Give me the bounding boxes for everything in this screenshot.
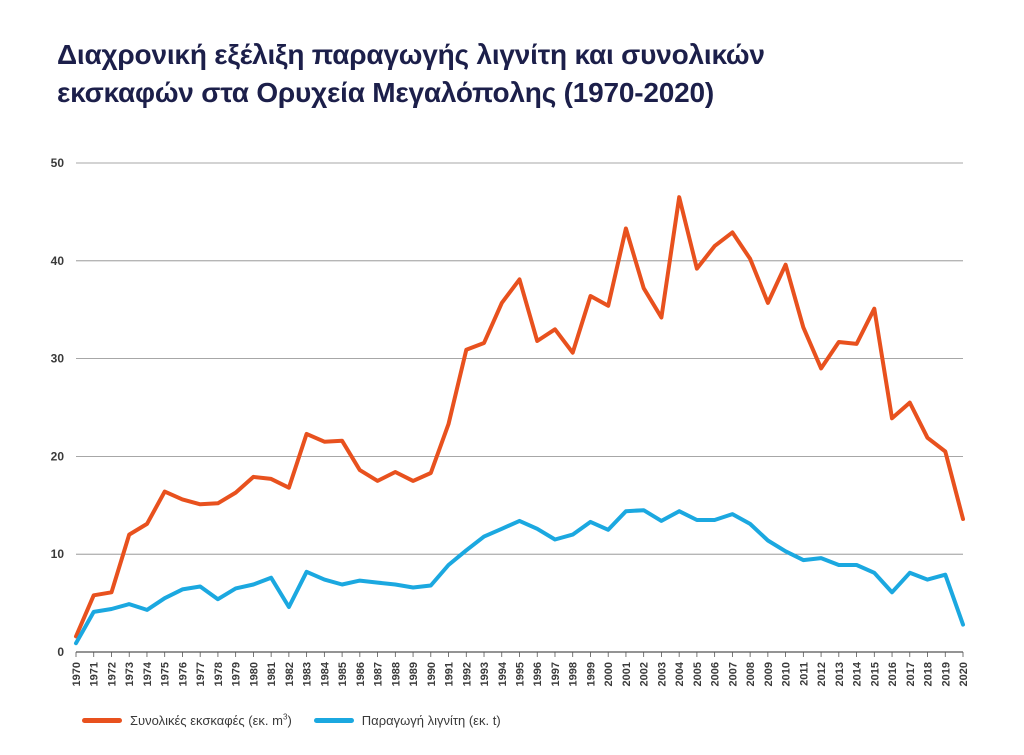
x-tick-label-1994: 1994: [497, 661, 509, 686]
chart-title-line-2: εκσκαφών στα Ορυχεία Μεγαλόπολης (1970-2…: [57, 77, 714, 108]
x-tick-label-1972: 1972: [106, 662, 118, 686]
x-tick-label-1988: 1988: [390, 662, 402, 686]
x-tick-label-1970: 1970: [71, 662, 83, 686]
x-tick-label-2008: 2008: [745, 662, 757, 686]
x-tick-label-1984: 1984: [319, 661, 331, 686]
chart-title: Διαχρονική εξέλιξη παραγωγής λιγνίτη και…: [57, 36, 957, 112]
x-tick-label-1986: 1986: [355, 662, 367, 686]
x-tick-label-1973: 1973: [124, 662, 136, 686]
x-tick-label-1978: 1978: [213, 662, 225, 686]
x-tick-label-2019: 2019: [940, 662, 952, 686]
y-tick-label-0: 0: [57, 645, 64, 659]
x-tick-label-1996: 1996: [532, 662, 544, 686]
x-tick-label-1974: 1974: [142, 661, 154, 686]
x-tick-label-2020: 2020: [958, 662, 970, 686]
x-tick-label-1982: 1982: [284, 662, 296, 686]
legend-label-excavations-tail: ): [287, 713, 292, 728]
x-tick-label-1983: 1983: [302, 662, 314, 686]
chart-title-line-1: Διαχρονική εξέλιξη παραγωγής λιγνίτη και…: [57, 39, 765, 70]
x-tick-label-2004: 2004: [674, 661, 686, 686]
x-tick-label-2001: 2001: [621, 662, 633, 686]
x-tick-label-1991: 1991: [444, 662, 456, 686]
series-line-excavations: [74, 195, 965, 639]
x-tick-label-2009: 2009: [763, 662, 775, 686]
legend-swatch-excavations: [82, 718, 122, 723]
x-tick-label-1987: 1987: [373, 662, 385, 686]
x-tick-label-1977: 1977: [195, 662, 207, 686]
y-tick-label-30: 30: [51, 352, 65, 366]
x-tick-label-2015: 2015: [869, 662, 881, 686]
x-tick-label-1990: 1990: [426, 662, 438, 686]
legend-item-production[interactable]: Παραγωγή λιγνίτη (εκ. t): [313, 713, 501, 728]
x-tick-label-2005: 2005: [692, 662, 704, 686]
x-tick-label-1971: 1971: [89, 662, 101, 686]
x-tick-label-2007: 2007: [727, 662, 739, 686]
y-tick-label-10: 10: [51, 547, 65, 561]
legend-label-excavations-sup: 3: [283, 712, 288, 722]
x-tick-label-1992: 1992: [461, 662, 473, 686]
x-tick-label-2000: 2000: [603, 662, 615, 686]
x-tick-label-2011: 2011: [798, 662, 810, 686]
series-line-production: [74, 508, 965, 646]
x-tick-label-1975: 1975: [160, 662, 172, 686]
x-tick-label-2002: 2002: [639, 662, 651, 686]
legend-label-excavations: Συνολικές εκσκαφές (εκ. m3): [130, 713, 292, 728]
x-tick-label-1989: 1989: [408, 662, 420, 686]
x-tick-label-2013: 2013: [834, 662, 846, 686]
x-tick-label-1993: 1993: [479, 662, 491, 686]
x-tick-label-2017: 2017: [905, 662, 917, 686]
y-tick-label-20: 20: [51, 449, 65, 463]
legend-label-production: Παραγωγή λιγνίτη (εκ. t): [361, 713, 501, 728]
x-tick-label-2014: 2014: [852, 661, 864, 686]
y-tick-label-40: 40: [51, 254, 65, 268]
x-tick-label-1985: 1985: [337, 662, 349, 686]
legend-label-excavations-text: Συνολικές εκσκαφές (εκ. m: [130, 713, 283, 728]
x-tick-label-2006: 2006: [710, 662, 722, 686]
x-tick-label-1995: 1995: [515, 662, 527, 686]
x-tick-label-1976: 1976: [177, 662, 189, 686]
legend-swatch-production: [313, 718, 354, 723]
x-tick-label-2003: 2003: [656, 662, 668, 686]
x-tick-label-2018: 2018: [923, 662, 935, 686]
x-tick-label-2016: 2016: [887, 662, 899, 686]
legend-item-excavations[interactable]: Συνολικές εκσκαφές (εκ. m3): [82, 713, 292, 728]
y-tick-label-50: 50: [51, 156, 65, 170]
x-tick-label-2010: 2010: [781, 662, 793, 686]
x-tick-label-1997: 1997: [550, 662, 562, 686]
legend: Συνολικές εκσκαφές (εκ. m3) Παραγωγή λιγ…: [82, 713, 523, 728]
x-tick-label-1999: 1999: [585, 662, 597, 686]
x-tick-label-1979: 1979: [231, 662, 243, 686]
x-tick-label-2012: 2012: [816, 662, 828, 686]
x-tick-label-1980: 1980: [248, 662, 260, 686]
x-tick-label-1981: 1981: [266, 662, 278, 686]
x-tick-label-1998: 1998: [568, 662, 580, 686]
